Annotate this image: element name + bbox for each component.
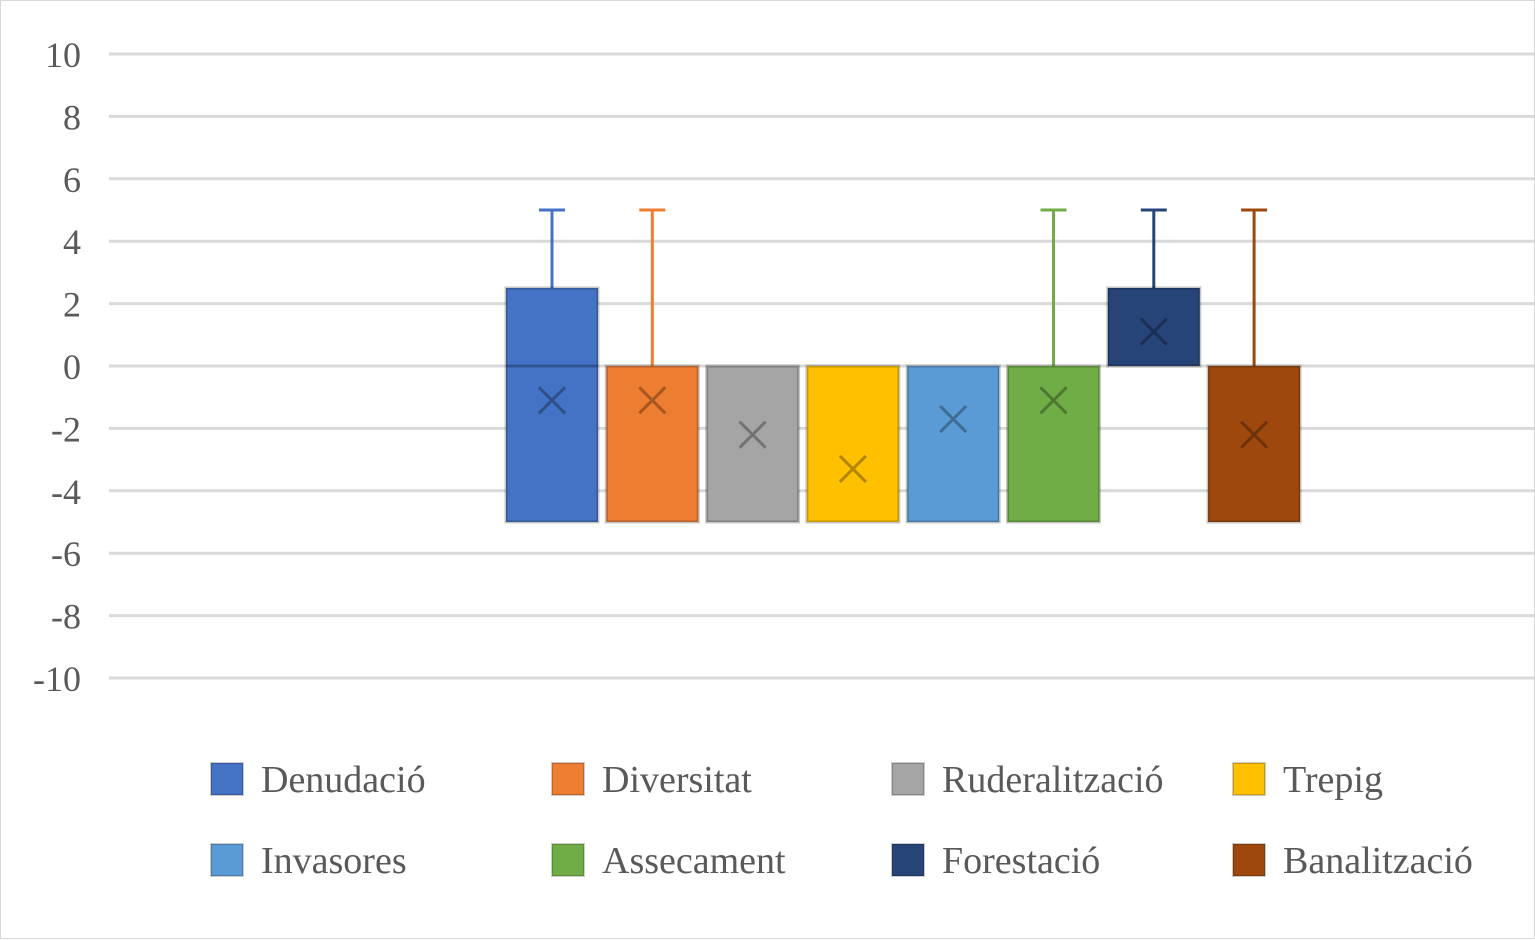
legend-item: Trepig — [1232, 759, 1383, 801]
box-4 — [905, 364, 1001, 524]
box-5 — [1006, 208, 1101, 524]
legend-label: Trepig — [1283, 759, 1383, 801]
legend-label: Ruderalització — [942, 759, 1164, 801]
mean-marker — [1039, 386, 1068, 415]
box-body — [1006, 364, 1101, 524]
y-tick-label: 4 — [63, 222, 81, 262]
box-body — [1106, 286, 1202, 368]
y-tick-label: -4 — [51, 472, 81, 512]
legend-item: Diversitat — [551, 759, 752, 801]
mean-marker — [537, 386, 567, 415]
legend-swatch — [891, 843, 925, 877]
box-6 — [1106, 208, 1202, 368]
box-series — [504, 208, 1302, 524]
y-tick-label: -2 — [51, 409, 81, 449]
y-tick-label: -8 — [51, 597, 81, 637]
legend-item: Forestació — [891, 840, 1100, 882]
box-body — [504, 286, 600, 524]
box-3 — [805, 364, 901, 524]
legend-swatch — [210, 843, 244, 877]
mean-marker — [1240, 420, 1269, 449]
y-tick-label: -6 — [51, 534, 81, 574]
legend-swatch — [1232, 843, 1266, 877]
mean-marker — [738, 420, 767, 449]
box-body — [805, 364, 901, 524]
legend-label: Assecament — [602, 840, 786, 882]
y-tick-label: 6 — [63, 160, 81, 200]
legend-label: Forestació — [942, 840, 1100, 882]
legend-label: Diversitat — [602, 759, 752, 801]
legend-label: Banalització — [1283, 840, 1473, 882]
legend: Denudació Diversitat Ruderalització Trepig I… — [210, 759, 1473, 882]
mean-marker — [638, 386, 667, 415]
legend-item: Banalització — [1232, 840, 1473, 882]
mean-marker — [939, 404, 968, 434]
mean-marker — [838, 454, 867, 484]
box-2 — [705, 364, 801, 524]
y-tick-label: -10 — [33, 659, 81, 699]
legend-label: Invasores — [261, 840, 407, 882]
y-tick-label: 8 — [63, 97, 81, 137]
legend-item: Invasores — [210, 840, 407, 882]
legend-swatch — [551, 843, 585, 877]
box-body — [604, 364, 700, 524]
legend-item: Assecament — [551, 840, 786, 882]
legend-swatch — [210, 762, 244, 796]
legend-label: Denudació — [261, 759, 426, 801]
y-tick-label: 0 — [63, 347, 81, 387]
box-0 — [504, 208, 600, 524]
box-body — [1206, 364, 1302, 524]
box-1 — [604, 208, 700, 524]
box-7 — [1206, 208, 1302, 524]
legend-item: Ruderalització — [891, 759, 1164, 801]
legend-swatch — [891, 762, 925, 796]
box-body — [705, 364, 801, 524]
y-tick-label: 2 — [63, 285, 81, 325]
box-body — [905, 364, 1001, 524]
legend-swatch — [1232, 762, 1266, 796]
mean-marker — [1139, 317, 1168, 346]
legend-item: Denudació — [210, 759, 426, 801]
legend-swatch — [551, 762, 585, 796]
y-tick-label: 10 — [45, 35, 81, 75]
y-axis-tick-labels: 10 8 6 4 2 0 -2 -4 -6 -8 -10 — [33, 35, 81, 699]
